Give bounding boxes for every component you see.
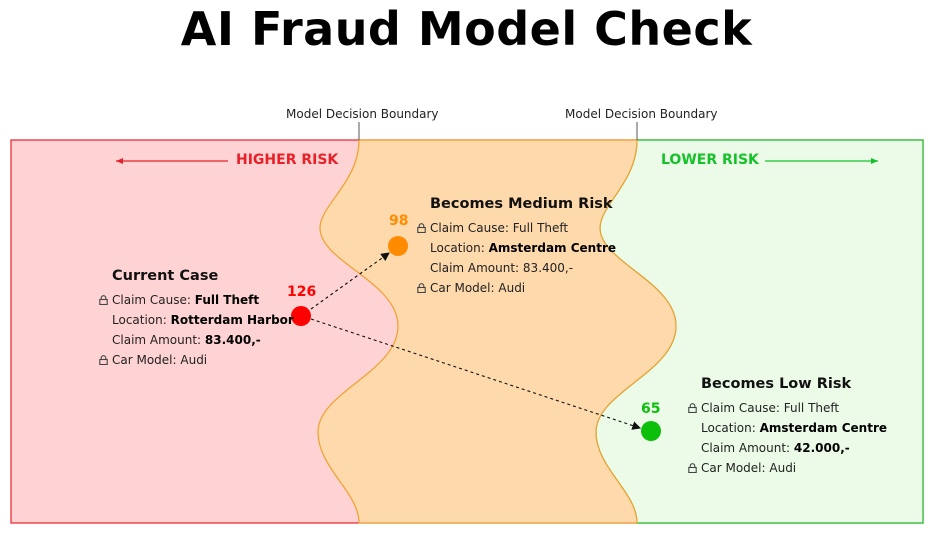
lower-risk-arrowhead xyxy=(871,158,878,164)
attribute-label: Claim Amount: xyxy=(430,261,523,275)
lock-icon xyxy=(99,355,108,365)
arrow-to-low xyxy=(310,318,642,430)
medium-attribute-row: Claim Cause: Full Theft xyxy=(417,218,616,238)
boundary-label-right: Model Decision Boundary xyxy=(565,107,718,121)
medium-case-card: Becomes Medium Risk Claim Cause: Full Th… xyxy=(417,196,616,298)
page-title: AI Fraud Model Check xyxy=(180,2,753,56)
current-case-point xyxy=(291,306,311,326)
arrow-to-medium xyxy=(310,252,390,310)
current-case-title: Current Case xyxy=(112,268,219,284)
lock-icon xyxy=(417,223,426,233)
medium-risk-point xyxy=(388,236,408,256)
lock-icon xyxy=(417,283,426,293)
current-attribute-row: Claim Amount: 83.400,- xyxy=(112,330,294,350)
attribute-value: Audi xyxy=(769,461,797,475)
attribute-label: Claim Cause: xyxy=(701,401,784,415)
lock-icon xyxy=(688,403,697,413)
attribute-value: Full Theft xyxy=(194,293,260,307)
attribute-value: Audi xyxy=(180,353,208,367)
lower-risk-label: LOWER RISK xyxy=(661,152,759,168)
attribute-value: 83.400,- xyxy=(204,333,261,347)
attribute-label: Claim Amount: xyxy=(701,441,794,455)
higher-risk-label: HIGHER RISK xyxy=(236,152,339,168)
low-risk-point xyxy=(641,421,661,441)
current-case-card: Current Case Claim Cause: Full Theft Loca… xyxy=(99,268,294,370)
attribute-label: Claim Cause: xyxy=(112,293,195,307)
attribute-label: Car Model: xyxy=(112,353,181,367)
attribute-value: 42.000,- xyxy=(793,441,850,455)
attribute-value: Full Theft xyxy=(512,221,569,235)
attribute-label: Location: xyxy=(701,421,760,435)
attribute-value: Full Theft xyxy=(783,401,840,415)
attribute-label: Car Model: xyxy=(430,281,499,295)
current-attribute-row: Claim Cause: Full Theft xyxy=(99,290,294,310)
attribute-value: 83.400,- xyxy=(522,261,574,275)
low-case-title: Becomes Low Risk xyxy=(701,376,852,392)
medium-case-title: Becomes Medium Risk xyxy=(430,196,613,212)
current-attribute-row: Car Model: Audi xyxy=(99,350,294,370)
low-attribute-row: Claim Amount: 42.000,- xyxy=(701,438,887,458)
medium-attribute-row: Car Model: Audi xyxy=(417,278,616,298)
medium-attribute-row: Location: Amsterdam Centre xyxy=(430,238,616,258)
attribute-value: Rotterdam Harbor xyxy=(170,313,294,327)
attribute-label: Claim Amount: xyxy=(112,333,205,347)
attribute-value: Audi xyxy=(498,281,526,295)
medium-risk-zone xyxy=(317,139,677,524)
low-attribute-row: Claim Cause: Full Theft xyxy=(688,398,887,418)
higher-risk-arrowhead xyxy=(116,158,123,164)
attribute-label: Claim Cause: xyxy=(430,221,513,235)
medium-score: 98 xyxy=(389,213,409,229)
lock-icon xyxy=(688,463,697,473)
medium-attribute-row: Claim Amount: 83.400,- xyxy=(430,258,616,278)
current-score: 126 xyxy=(287,284,317,300)
boundary-label-left: Model Decision Boundary xyxy=(286,107,439,121)
low-attribute-row: Location: Amsterdam Centre xyxy=(701,418,887,438)
attribute-value: Amsterdam Centre xyxy=(759,421,888,435)
lock-icon xyxy=(99,295,108,305)
attribute-label: Car Model: xyxy=(701,461,770,475)
current-attribute-row: Location: Rotterdam Harbor xyxy=(112,310,294,330)
low-score: 65 xyxy=(641,401,661,417)
attribute-value: Amsterdam Centre xyxy=(488,241,617,255)
low-case-card: Becomes Low Risk Claim Cause: Full Theft… xyxy=(688,376,887,478)
attribute-label: Location: xyxy=(112,313,171,327)
low-attribute-row: Car Model: Audi xyxy=(688,458,887,478)
attribute-label: Location: xyxy=(430,241,489,255)
